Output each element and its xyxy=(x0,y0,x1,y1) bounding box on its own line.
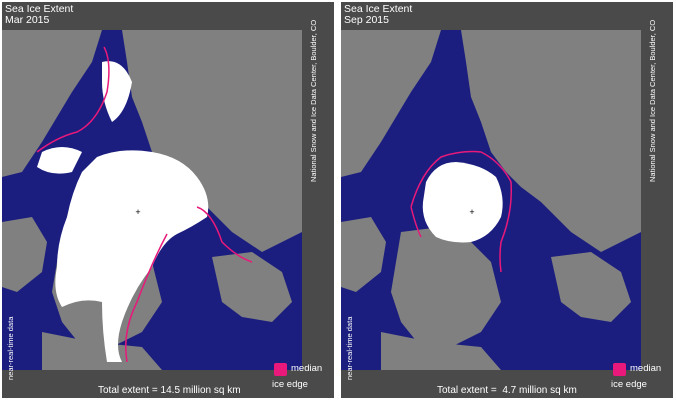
land-siberia xyxy=(391,227,501,347)
map-panel-september: + Sea Ice Extent Sep 2015 National Snow … xyxy=(341,2,673,398)
land-north-america xyxy=(341,30,441,177)
median-legend-swatch xyxy=(613,363,626,376)
sea-ice-extent xyxy=(422,162,503,243)
near-real-time-note: near-real-time data xyxy=(345,316,354,380)
credit-text: National Snow and Ice Data Center, Bould… xyxy=(309,19,318,182)
land-south xyxy=(42,332,162,370)
median-legend-label: median xyxy=(291,363,323,374)
sea-ice-map-september: + xyxy=(341,30,641,370)
land-scandinavia xyxy=(212,252,292,322)
sea-ice-extent xyxy=(55,150,209,362)
map-title: Sea Ice Extent xyxy=(344,3,413,15)
median-ice-edge xyxy=(36,46,253,363)
land-alaska xyxy=(341,217,386,292)
total-extent: Total extent = 4.7 million sq km xyxy=(437,385,577,396)
title-block: Sea Ice Extent Sep 2015 xyxy=(344,4,412,26)
land-north-america xyxy=(2,30,102,177)
near-real-time-note: near-real-time data xyxy=(6,316,15,380)
land-greenland-canada xyxy=(461,30,641,252)
sea-ice-west xyxy=(37,147,82,174)
sea-ice-map-march: + xyxy=(2,30,302,370)
pole-marker: + xyxy=(469,207,474,217)
ice-edge-legend-label: ice edge xyxy=(611,379,647,390)
land-scandinavia xyxy=(551,252,631,322)
map-title: Sea Ice Extent xyxy=(5,3,74,15)
median-ice-edge xyxy=(410,150,513,273)
median-legend-label: median xyxy=(630,363,662,374)
credit-text: National Snow and Ice Data Center, Bould… xyxy=(648,19,657,182)
ice-edge-legend-label: ice edge xyxy=(272,379,308,390)
land-alaska xyxy=(2,217,47,292)
map-panel-march: + Sea Ice Extent Mar 2015 National Snow … xyxy=(2,2,334,398)
median-legend-swatch xyxy=(274,363,287,376)
total-extent: Total extent = 14.5 million sq km xyxy=(98,385,241,396)
land-south xyxy=(381,332,501,370)
pole-marker: + xyxy=(135,207,140,217)
title-block: Sea Ice Extent Mar 2015 xyxy=(5,4,73,26)
map-date: Mar 2015 xyxy=(5,14,50,26)
land-greenland-canada xyxy=(122,30,302,252)
map-date: Sep 2015 xyxy=(344,14,389,26)
